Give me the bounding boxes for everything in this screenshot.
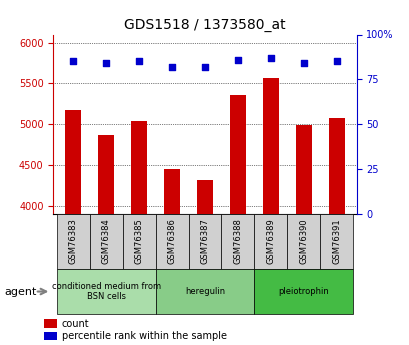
FancyBboxPatch shape <box>287 214 320 269</box>
Text: GSM76388: GSM76388 <box>233 219 242 264</box>
Point <box>333 59 339 64</box>
Text: GSM76390: GSM76390 <box>299 219 308 264</box>
Bar <box>98 135 114 214</box>
Bar <box>130 121 147 214</box>
Text: percentile rank within the sample: percentile rank within the sample <box>62 331 226 341</box>
FancyBboxPatch shape <box>188 214 221 269</box>
Point <box>234 57 240 62</box>
FancyBboxPatch shape <box>254 269 353 314</box>
Text: GSM76384: GSM76384 <box>101 219 110 264</box>
Bar <box>229 95 246 214</box>
Text: count: count <box>62 318 89 328</box>
Text: heregulin: heregulin <box>184 287 225 296</box>
Bar <box>262 78 279 214</box>
Point <box>70 59 76 64</box>
Bar <box>196 180 213 214</box>
FancyBboxPatch shape <box>155 214 188 269</box>
Bar <box>45 319 56 328</box>
FancyBboxPatch shape <box>122 214 155 269</box>
Text: pleiotrophin: pleiotrophin <box>278 287 328 296</box>
FancyBboxPatch shape <box>89 214 122 269</box>
FancyBboxPatch shape <box>221 214 254 269</box>
Text: GSM76386: GSM76386 <box>167 219 176 264</box>
Point <box>169 64 175 70</box>
Point <box>103 60 109 66</box>
Point <box>201 64 208 70</box>
Bar <box>45 332 56 340</box>
Point <box>267 55 274 61</box>
FancyBboxPatch shape <box>56 269 155 314</box>
FancyBboxPatch shape <box>320 214 353 269</box>
Point <box>300 60 306 66</box>
Text: agent: agent <box>4 287 36 296</box>
Text: GSM76391: GSM76391 <box>332 219 341 264</box>
Bar <box>163 169 180 214</box>
Text: GSM76389: GSM76389 <box>266 219 275 264</box>
Text: GSM76385: GSM76385 <box>134 219 143 264</box>
Title: GDS1518 / 1373580_at: GDS1518 / 1373580_at <box>124 18 285 32</box>
Bar <box>295 125 311 214</box>
FancyBboxPatch shape <box>155 269 254 314</box>
Bar <box>65 109 81 214</box>
Text: GSM76383: GSM76383 <box>68 219 77 264</box>
Point <box>135 59 142 64</box>
FancyBboxPatch shape <box>56 214 89 269</box>
Text: GSM76387: GSM76387 <box>200 219 209 264</box>
Text: conditioned medium from
BSN cells: conditioned medium from BSN cells <box>52 282 160 301</box>
Bar <box>328 118 344 214</box>
FancyBboxPatch shape <box>254 214 287 269</box>
